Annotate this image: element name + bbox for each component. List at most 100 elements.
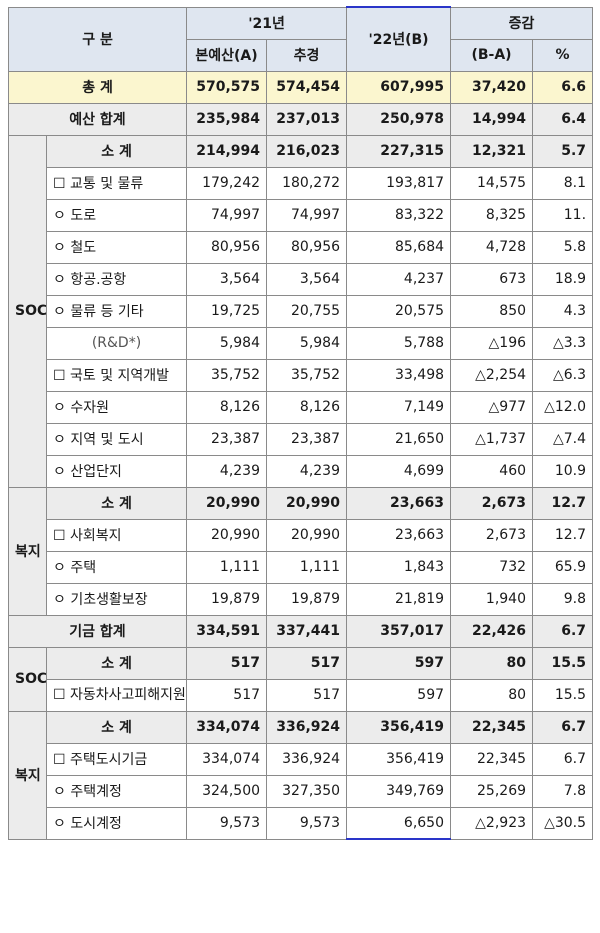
cell-original: 3,564 [186,262,268,296]
cell-supplementary: 9,573 [266,806,348,840]
cell-original: 20,990 [186,518,268,552]
cell-diff: △196 [450,326,534,360]
table-row: ㅇ 철도 80,956 80,956 85,684 4,728 5.8 [9,230,594,264]
cell-percent: 12.7 [532,518,594,552]
cell-percent: 6.7 [532,710,594,744]
cell-supplementary: 237,013 [266,102,348,136]
cell-2022: 33,498 [346,358,452,392]
cell-2022: 357,017 [346,614,452,648]
cell-diff: 732 [450,550,534,584]
cell-original: 517 [186,646,268,680]
cell-diff: 460 [450,454,534,488]
section-label-welfare-budget: 복지 [8,486,47,616]
cell-percent: 5.7 [532,134,594,168]
cell-2022: 1,843 [346,550,452,584]
cell-original: 80,956 [186,230,268,264]
cell-percent: △7.4 [532,422,594,456]
cell-diff: △1,737 [450,422,534,456]
cell-diff: 12,321 [450,134,534,168]
cell-original: 23,387 [186,422,268,456]
cell-supplementary: 5,984 [266,326,348,360]
cell-2022: 227,315 [346,134,452,168]
cell-percent: 15.5 [532,646,594,680]
cell-supplementary: 180,272 [266,166,348,200]
header-percent: % [532,38,594,72]
cell-original: 324,500 [186,774,268,808]
cell-original: 334,074 [186,742,268,776]
table-row-fund-total: 기금 합계 334,591 337,441 357,017 22,426 6.7 [7,614,594,648]
cell-supplementary: 517 [266,646,348,680]
table-row: ☐ 주택도시기금 334,074 336,924 356,419 22,345 … [9,742,594,776]
cell-2022: 193,817 [346,166,452,200]
cell-diff: 2,673 [450,486,534,520]
table-row: ㅇ 물류 등 기타 19,725 20,755 20,575 850 4.3 [9,294,594,328]
table-row: ㅇ 도시계정 9,573 9,573 6,650 △2,923 △30.5 [9,806,594,840]
table-row-grand-total: 총 계 570,575 574,454 607,995 37,420 6.6 [7,70,594,104]
cell-percent: 65.9 [532,550,594,584]
cell-diff: 80 [450,678,534,712]
cell-original: 5,984 [186,326,268,360]
cell-original: 8,126 [186,390,268,424]
header-year-22: '22년(B) [346,6,452,72]
row-label: ☐ 사회복지 [45,518,188,552]
row-label: 기금 합계 [7,614,188,648]
row-label: 소 계 [45,134,188,168]
cell-2022: 4,237 [346,262,452,296]
row-label: ㅇ 물류 등 기타 [45,294,188,328]
cell-original: 1,111 [186,550,268,584]
table-row: ☐ 교통 및 물류 179,242 180,272 193,817 14,575… [9,166,594,200]
cell-percent: 11. [532,198,594,232]
cell-supplementary: 4,239 [266,454,348,488]
cell-percent: △12.0 [532,390,594,424]
row-label: ㅇ 기초생활보장 [45,582,188,616]
cell-2022: 5,788 [346,326,452,360]
cell-percent: 10.9 [532,454,594,488]
cell-supplementary: 20,990 [266,486,348,520]
table-row: ㅇ 지역 및 도시 23,387 23,387 21,650 △1,737 △7… [9,422,594,456]
cell-2022: 23,663 [346,518,452,552]
cell-diff: △977 [450,390,534,424]
cell-supplementary: 20,755 [266,294,348,328]
cell-percent: 6.7 [532,742,594,776]
header-diff: (B-A) [450,38,534,72]
cell-diff: 1,940 [450,582,534,616]
row-label: ㅇ 주택계정 [45,774,188,808]
cell-diff: 14,575 [450,166,534,200]
cell-supplementary: 19,879 [266,582,348,616]
header-change: 증감 [450,6,594,40]
cell-diff: 22,345 [450,742,534,776]
cell-original: 214,994 [186,134,268,168]
table-row: (R&D*) 5,984 5,984 5,788 △196 △3.3 [9,326,594,360]
cell-2022: 597 [346,678,452,712]
cell-diff: 8,325 [450,198,534,232]
row-label: 소 계 [45,646,188,680]
cell-2022: 83,322 [346,198,452,232]
cell-2022: 356,419 [346,742,452,776]
cell-supplementary: 74,997 [266,198,348,232]
table-row: SOC 소 계 517 517 597 80 15.5 [8,646,594,712]
table-row: ㅇ 기초생활보장 19,879 19,879 21,819 1,940 9.8 [9,582,594,616]
cell-supplementary: 336,924 [266,742,348,776]
cell-original: 570,575 [186,70,268,104]
cell-percent: 12.7 [532,486,594,520]
section-label-soc-fund: SOC [8,646,47,712]
table-row: ☐ 자동차사고피해지원기금 517 517 597 80 15.5 [9,678,594,712]
table-row: 복지 소 계 334,074 336,924 356,419 22,345 6.… [8,710,594,840]
budget-table: 구 분 '21년 '22년(B) 증감 본예산(A) 추경 (B-A) % 총 … [7,6,594,840]
cell-percent: 9.8 [532,582,594,616]
cell-diff: 673 [450,262,534,296]
cell-2022: 349,769 [346,774,452,808]
cell-2022: 20,575 [346,294,452,328]
cell-2022: 4,699 [346,454,452,488]
cell-diff: 80 [450,646,534,680]
cell-supplementary: 337,441 [266,614,348,648]
cell-diff: 14,994 [450,102,534,136]
cell-original: 20,990 [186,486,268,520]
row-label: ☐ 국토 및 지역개발 [45,358,188,392]
table-row: ㅇ 항공.공항 3,564 3,564 4,237 673 18.9 [9,262,594,296]
cell-supplementary: 3,564 [266,262,348,296]
table-row: 복지 소 계 20,990 20,990 23,663 2,673 12.7 [8,486,594,616]
row-label: ㅇ 지역 및 도시 [45,422,188,456]
cell-supplementary: 80,956 [266,230,348,264]
